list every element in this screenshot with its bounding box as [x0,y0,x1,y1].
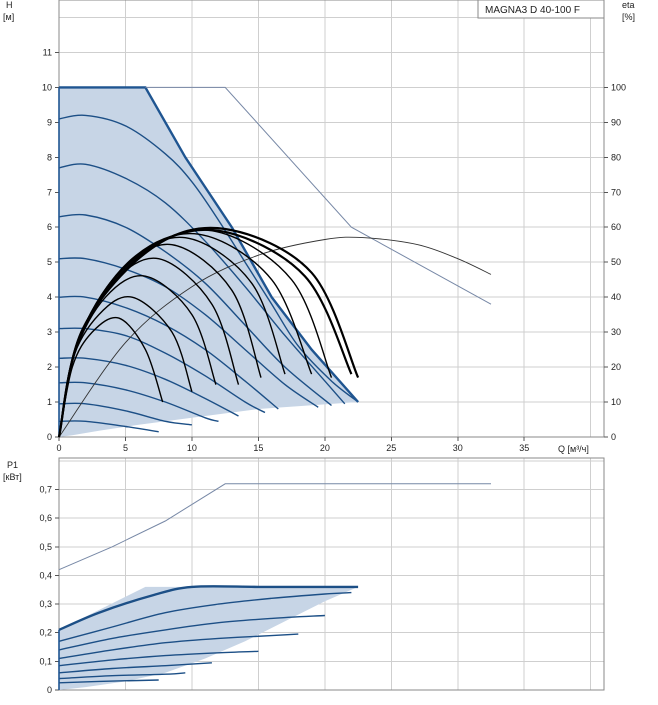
eta-tick-label: 30 [611,327,621,337]
x-tick-label: 25 [386,443,396,453]
eta-tick-label: 20 [611,362,621,372]
y-tick-label: 2 [47,362,52,372]
eta-tick-label: 60 [611,222,621,232]
efficiency-curve [57,226,360,438]
x-tick-label: 15 [253,443,263,453]
head-envelope-area [59,87,359,438]
y-tick-label: 0 [47,685,52,695]
plot-frame [58,457,605,691]
eta-tick-label: 80 [611,152,621,162]
head-axis-title: H [6,0,13,10]
eta-tick-label: 100 [611,82,626,92]
power-curve [58,650,259,667]
max-head-line [145,86,492,305]
y-tick-label: 0 [47,432,52,442]
pump-model-box [477,0,605,19]
x-tick-label: 0 [56,443,61,453]
x-tick-label: 20 [320,443,330,453]
y-tick-label: 0,2 [39,628,52,638]
power-chart-panel: 0 0,1 0,2 0,3 0,4 0,5 0,6 0,7 [39,457,605,695]
eta-axis-title: eta [622,0,635,10]
eta-tick-label: 70 [611,187,621,197]
head-curve [58,114,359,403]
power-curve [58,679,159,684]
max-efficiency-line [58,236,492,438]
y-tick-label: 11 [43,47,52,57]
power-curve [58,614,325,651]
y-tick-label: 8 [47,152,52,162]
pump-model-label: MAGNA3 D 40-100 F [485,5,580,16]
y-tick-label: 1 [47,397,52,407]
y-tick-label: 6 [47,222,52,232]
x-tick-label: 30 [453,443,463,453]
eta-tick-label: 90 [611,117,621,127]
eta-tick-label: 40 [611,292,621,302]
power-axis-unit: [кВт] [3,472,22,482]
y-tick-label: 5 [47,257,52,267]
max-power-line [58,483,491,571]
eta-tick-label: 0 [611,432,616,442]
y-tick-label: 0,1 [39,656,52,666]
head-curve [58,163,346,405]
head-axis-unit: [м] [3,12,14,22]
x-tick-label: 35 [519,443,529,453]
head-curve [58,402,192,426]
head-curve [58,295,279,410]
power-curve [58,591,352,642]
power-curve [58,633,299,660]
power-curve [58,672,186,680]
power-curve [58,585,359,631]
head-chart-panel: 0 1 2 3 4 5 6 7 8 9 10 11 0 5 10 15 20 25 30 35 0 10 20 30 40 50 6… [42,0,626,453]
y-tick-label: 0,6 [39,513,52,523]
y-tick-label: 0,5 [39,542,52,552]
y-tick-label: 0,4 [39,570,52,580]
y-tick-label: 7 [47,187,52,197]
y-tick-label: 4 [47,292,52,302]
chart-labels: H [м] eta [%] Q [м³/ч] P1 [кВт] MAGNA3 D… [3,0,635,482]
head-curve [58,257,319,408]
x-tick-label: 10 [187,443,197,453]
power-curve [58,662,212,674]
eta-axis-unit: [%] [622,12,635,22]
eta-tick-label: 50 [611,257,621,267]
head-curve [58,327,266,414]
flow-axis-title: Q [м³/ч] [558,444,589,454]
y-tick-label: 0,3 [39,599,52,609]
y-tick-label: 3 [47,327,52,337]
x-tick-label: 5 [123,443,128,453]
y-tick-label: 0,7 [39,485,52,495]
eta-tick-label: 10 [611,397,621,407]
y-tick-label: 9 [47,117,52,127]
y-tick-label: 10 [42,82,52,92]
power-axis-title: P1 [7,460,18,470]
head-curve [58,381,219,422]
head-curve [58,357,239,417]
